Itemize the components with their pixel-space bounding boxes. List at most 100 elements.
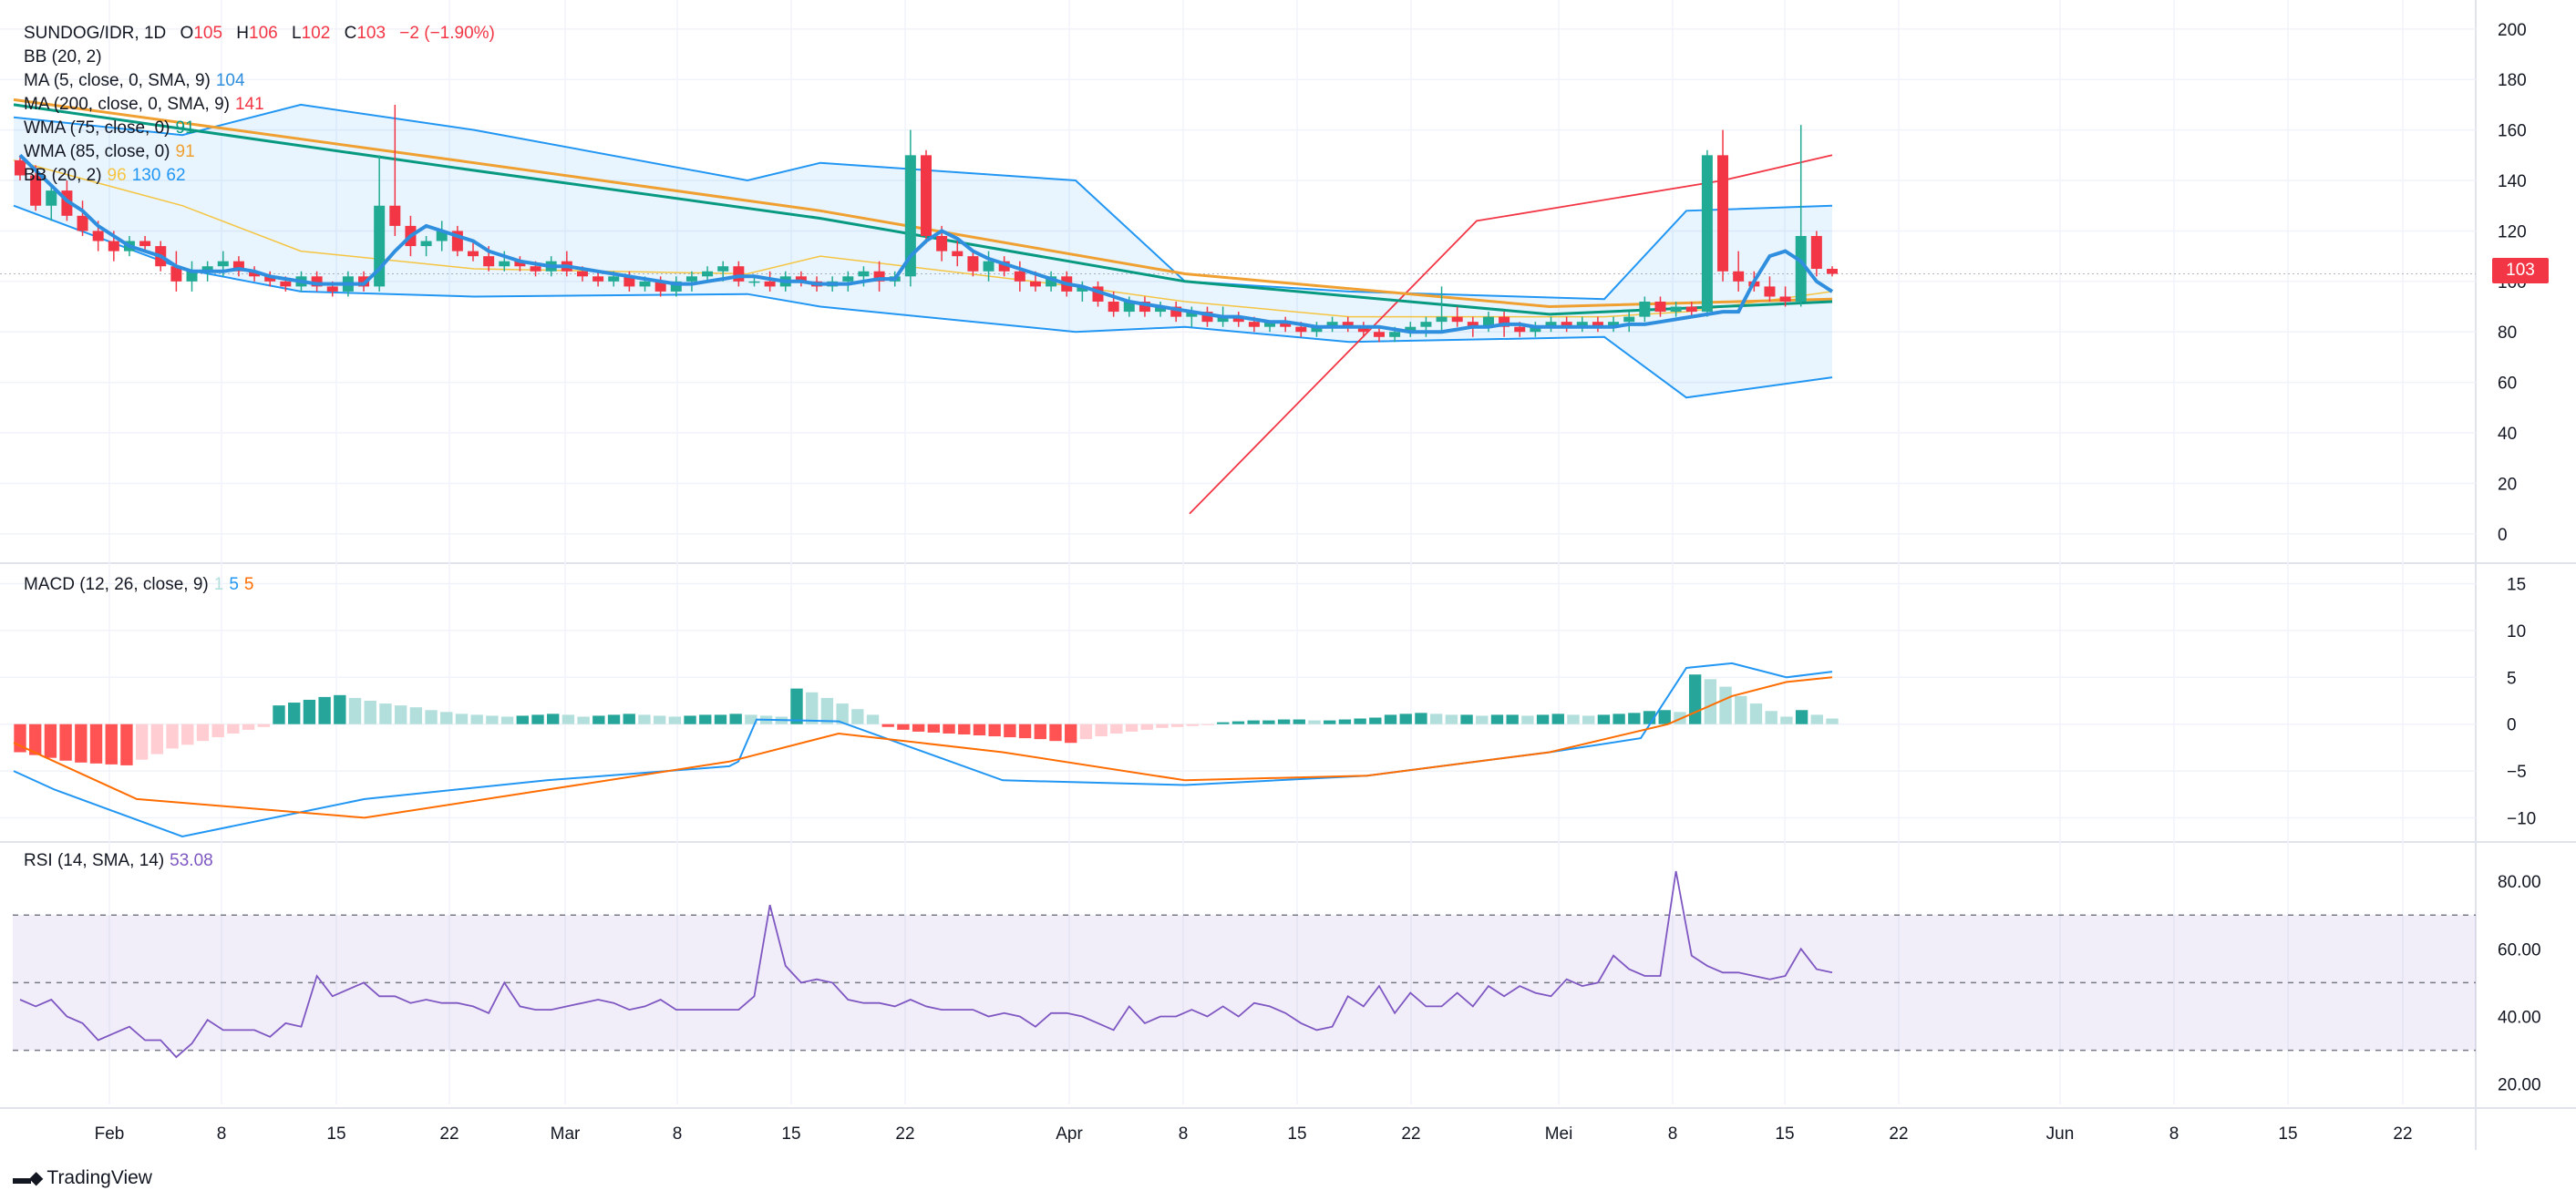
candle-body — [1451, 316, 1463, 323]
bb2-upper-value: 130 — [131, 166, 161, 185]
macd-histogram-bar — [318, 696, 331, 724]
candle-body — [139, 241, 151, 247]
macd-histogram-bar — [684, 715, 696, 724]
macd-histogram-bar — [1186, 724, 1200, 726]
macd-histogram-bar — [1704, 679, 1717, 724]
bb2-basis-value: 96 — [107, 166, 127, 185]
candle-body — [451, 231, 463, 251]
price-tick-label: 140 — [2498, 172, 2527, 191]
macd-histogram-bar — [988, 724, 1001, 737]
candle-body — [1810, 235, 1822, 269]
macd-histogram-bar — [1429, 713, 1443, 724]
bollinger-band-fill — [14, 104, 1832, 398]
candle-body — [1280, 322, 1292, 327]
rsi-tick-label: 80.00 — [2498, 873, 2541, 892]
price-tick-label: 120 — [2498, 222, 2527, 241]
x-tick-label: Mar — [551, 1124, 581, 1144]
ma200-legend[interactable]: MA (200, close, 0, SMA, 9) 141 — [24, 93, 264, 117]
wma85-legend[interactable]: WMA (85, close, 0) 91 — [24, 140, 195, 164]
rsi-legend[interactable]: RSI (14, SMA, 14) 53.08 — [24, 849, 213, 873]
x-tick-label: 22 — [439, 1124, 459, 1144]
macd-histogram-bar — [1293, 719, 1305, 724]
candle-body — [1623, 316, 1635, 323]
tradingview-logo[interactable]: ▬◆ TradingView — [13, 1166, 152, 1189]
macd-histogram-bar — [1795, 710, 1808, 724]
price-tick-label: 80 — [2498, 323, 2517, 343]
candle-body — [1670, 306, 1682, 313]
candle-body — [1342, 322, 1354, 327]
bb-basis-line — [13, 159, 1833, 318]
macd-histogram-bar — [1613, 713, 1625, 724]
macd-tick-label: 10 — [2507, 622, 2526, 642]
macd-histogram-bar — [729, 713, 742, 724]
macd-histogram-bar — [851, 709, 864, 724]
macd-histogram-bar — [1140, 724, 1153, 730]
candle-body — [1436, 316, 1448, 323]
macd-histogram-bar — [242, 724, 255, 730]
candle-body — [249, 271, 261, 277]
price-tick-label: 60 — [2498, 375, 2517, 394]
candle-body — [1170, 306, 1182, 317]
macd-histogram-bar — [150, 724, 164, 754]
candle-body — [1654, 302, 1666, 313]
candle-body — [30, 175, 42, 206]
macd-histogram-bar — [227, 724, 240, 734]
candle-body — [1077, 286, 1088, 292]
symbol-title[interactable]: SUNDOG/IDR, 1D — [24, 24, 167, 43]
macd-histogram-bar — [1810, 714, 1823, 724]
candle-body — [420, 241, 432, 247]
candle-body — [1186, 312, 1198, 317]
ma200-legend-value: 141 — [234, 95, 264, 114]
candle-body — [530, 266, 541, 272]
candle-body — [1733, 271, 1745, 282]
macd-histogram-bar — [440, 712, 453, 724]
x-tick-label: Apr — [1056, 1124, 1083, 1144]
macd-histogram-bar — [303, 699, 316, 724]
candle-body — [936, 235, 948, 251]
candle-body — [1311, 326, 1323, 333]
candle-body — [1576, 322, 1588, 327]
macd-histogram-bar — [714, 714, 727, 724]
macd-histogram-bar — [181, 724, 194, 745]
price-tick-label: 20 — [2498, 475, 2517, 494]
open-value: 105 — [193, 24, 223, 43]
candle-body — [733, 266, 745, 282]
macd-histogram-bar — [745, 714, 757, 724]
macd-histogram-bar — [1277, 719, 1291, 724]
macd-histogram-bar — [1399, 713, 1412, 724]
wma85-line — [13, 98, 1833, 309]
macd-histogram-bar — [44, 724, 57, 758]
high-value: 106 — [249, 24, 278, 43]
wma75-legend[interactable]: WMA (75, close, 0) 91 — [24, 117, 195, 140]
macd-histogram-bar — [881, 724, 894, 727]
tradingview-logo-text: TradingView — [46, 1166, 152, 1188]
macd-histogram-bar — [973, 724, 986, 736]
bb-legend[interactable]: BB (20, 2) — [24, 46, 102, 69]
ma5-legend[interactable]: MA (5, close, 0, SMA, 9) 104 — [24, 69, 245, 93]
ma200-line — [1189, 154, 1833, 515]
candle-body — [217, 261, 229, 267]
macd-tick-label: 5 — [2507, 669, 2517, 688]
bb-legend-label: BB (20, 2) — [24, 47, 102, 67]
bb-upper-line — [13, 103, 1833, 301]
macd-hist-value: 1 — [213, 575, 224, 594]
macd-histogram-bar — [1536, 714, 1550, 724]
candle-body — [1420, 322, 1432, 327]
macd-histogram-bar — [531, 714, 544, 724]
candle-body — [108, 241, 119, 251]
macd-histogram-bar — [836, 703, 849, 724]
macd-histogram-bar — [29, 724, 42, 755]
candle-body — [1482, 316, 1494, 327]
candle-body — [170, 266, 182, 282]
last-price-tag: 103 — [2492, 258, 2549, 283]
bb2-legend[interactable]: BB (20, 2) 96 130 62 — [24, 164, 186, 188]
macd-histogram-bar — [105, 724, 118, 765]
macd-histogram-bar — [1308, 720, 1321, 724]
candle-body — [998, 261, 1010, 272]
macd-histogram-bar — [1247, 720, 1260, 724]
macd-legend[interactable]: MACD (12, 26, close, 9) 1 5 5 — [24, 573, 253, 597]
macd-histogram-bar — [394, 705, 407, 724]
candle-body — [1357, 326, 1369, 333]
candle-body — [326, 286, 338, 292]
